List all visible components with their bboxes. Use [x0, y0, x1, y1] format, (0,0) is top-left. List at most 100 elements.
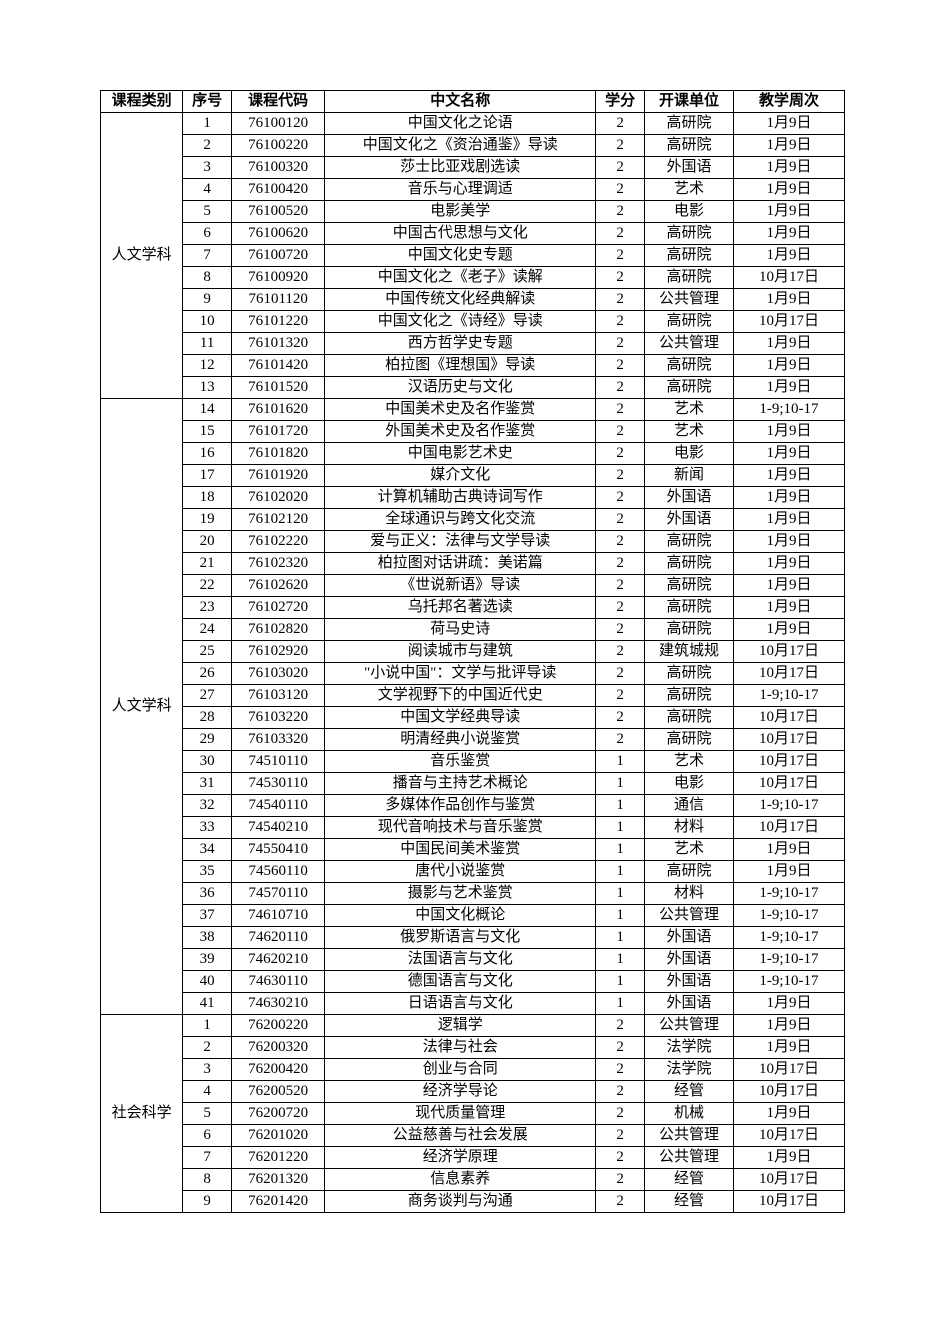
cell-index: 2	[183, 1037, 232, 1059]
cell-dept: 高研院	[645, 135, 734, 157]
cell-dept: 艺术	[645, 421, 734, 443]
cell-week: 1月9日	[733, 465, 844, 487]
cell-week: 1月9日	[733, 179, 844, 201]
cell-name: 中国文化之《资治通鉴》导读	[325, 135, 596, 157]
cell-week: 1月9日	[733, 135, 844, 157]
cell-credit: 1	[596, 971, 645, 993]
cell-credit: 2	[596, 1125, 645, 1147]
cell-credit: 2	[596, 113, 645, 135]
cell-code: 74610710	[232, 905, 325, 927]
category-cell: 社会科学	[101, 1015, 183, 1213]
cell-week: 1-9;10-17	[733, 949, 844, 971]
cell-credit: 2	[596, 355, 645, 377]
cell-dept: 电影	[645, 773, 734, 795]
cell-dept: 高研院	[645, 861, 734, 883]
cell-code: 76102120	[232, 509, 325, 531]
cell-index: 5	[183, 201, 232, 223]
cell-index: 37	[183, 905, 232, 927]
cell-dept: 高研院	[645, 531, 734, 553]
cell-index: 6	[183, 1125, 232, 1147]
cell-code: 76102220	[232, 531, 325, 553]
cell-week: 1月9日	[733, 201, 844, 223]
cell-index: 14	[183, 399, 232, 421]
table-row: 3274540110多媒体作品创作与鉴赏1通信1-9;10-17	[101, 795, 845, 817]
cell-week: 1-9;10-17	[733, 905, 844, 927]
cell-name: 公益慈善与社会发展	[325, 1125, 596, 1147]
cell-index: 32	[183, 795, 232, 817]
table-row: 1276101420柏拉图《理想国》导读2高研院1月9日	[101, 355, 845, 377]
table-row: 1976102120全球通识与跨文化交流2外国语1月9日	[101, 509, 845, 531]
cell-dept: 艺术	[645, 399, 734, 421]
cell-credit: 1	[596, 861, 645, 883]
cell-code: 74550410	[232, 839, 325, 861]
cell-dept: 通信	[645, 795, 734, 817]
cell-code: 76102820	[232, 619, 325, 641]
cell-code: 76100420	[232, 179, 325, 201]
table-row: 人文学科1476101620中国美术史及名作鉴赏2艺术1-9;10-17	[101, 399, 845, 421]
cell-index: 13	[183, 377, 232, 399]
col-week: 教学周次	[733, 91, 844, 113]
cell-code: 76100720	[232, 245, 325, 267]
table-row: 2476102820荷马史诗2高研院1月9日	[101, 619, 845, 641]
cell-week: 1-9;10-17	[733, 883, 844, 905]
cell-name: 现代音响技术与音乐鉴赏	[325, 817, 596, 839]
cell-week: 1月9日	[733, 1103, 844, 1125]
cell-credit: 2	[596, 311, 645, 333]
cell-code: 76101520	[232, 377, 325, 399]
cell-code: 74530110	[232, 773, 325, 795]
cell-week: 1月9日	[733, 377, 844, 399]
cell-code: 76101720	[232, 421, 325, 443]
cell-week: 1月9日	[733, 1015, 844, 1037]
cell-index: 12	[183, 355, 232, 377]
table-row: 2776103120文学视野下的中国近代史2高研院1-9;10-17	[101, 685, 845, 707]
cell-dept: 法学院	[645, 1059, 734, 1081]
cell-dept: 经管	[645, 1191, 734, 1213]
table-row: 1876102020计算机辅助古典诗词写作2外国语1月9日	[101, 487, 845, 509]
cell-index: 25	[183, 641, 232, 663]
cell-name: 日语语言与文化	[325, 993, 596, 1015]
cell-credit: 2	[596, 487, 645, 509]
cell-week: 1月9日	[733, 487, 844, 509]
cell-dept: 建筑城规	[645, 641, 734, 663]
cell-credit: 2	[596, 575, 645, 597]
cell-name: 全球通识与跨文化交流	[325, 509, 596, 531]
cell-name: 逻辑学	[325, 1015, 596, 1037]
cell-credit: 2	[596, 707, 645, 729]
cell-credit: 2	[596, 1037, 645, 1059]
cell-name: 荷马史诗	[325, 619, 596, 641]
cell-credit: 1	[596, 817, 645, 839]
cell-index: 40	[183, 971, 232, 993]
table-row: 676201020公益慈善与社会发展2公共管理10月17日	[101, 1125, 845, 1147]
cell-index: 1	[183, 113, 232, 135]
cell-dept: 材料	[645, 883, 734, 905]
table-row: 876100920中国文化之《老子》读解2高研院10月17日	[101, 267, 845, 289]
cell-credit: 2	[596, 1015, 645, 1037]
cell-index: 21	[183, 553, 232, 575]
cell-name: 计算机辅助古典诗词写作	[325, 487, 596, 509]
cell-index: 9	[183, 289, 232, 311]
cell-code: 74630110	[232, 971, 325, 993]
cell-credit: 2	[596, 201, 645, 223]
cell-dept: 外国语	[645, 487, 734, 509]
table-row: 1776101920媒介文化2新闻1月9日	[101, 465, 845, 487]
cell-credit: 2	[596, 1147, 645, 1169]
cell-week: 10月17日	[733, 773, 844, 795]
cell-index: 11	[183, 333, 232, 355]
cell-credit: 2	[596, 377, 645, 399]
cell-week: 1月9日	[733, 619, 844, 641]
cell-dept: 外国语	[645, 993, 734, 1015]
cell-index: 16	[183, 443, 232, 465]
cell-credit: 1	[596, 949, 645, 971]
cell-name: 法律与社会	[325, 1037, 596, 1059]
cell-name: 多媒体作品创作与鉴赏	[325, 795, 596, 817]
cell-index: 4	[183, 179, 232, 201]
cell-code: 74560110	[232, 861, 325, 883]
cell-week: 10月17日	[733, 1191, 844, 1213]
cell-index: 1	[183, 1015, 232, 1037]
cell-index: 24	[183, 619, 232, 641]
cell-week: 10月17日	[733, 663, 844, 685]
cell-week: 1-9;10-17	[733, 795, 844, 817]
cell-dept: 外国语	[645, 971, 734, 993]
cell-code: 76101320	[232, 333, 325, 355]
table-row: 2976103320明清经典小说鉴赏2高研院10月17日	[101, 729, 845, 751]
